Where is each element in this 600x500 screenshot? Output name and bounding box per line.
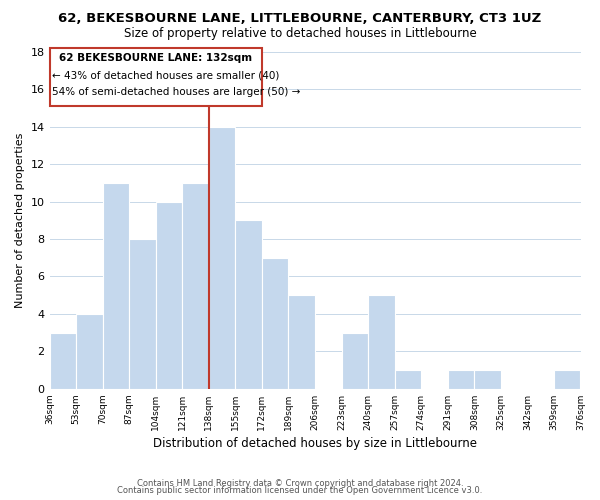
Text: Size of property relative to detached houses in Littlebourne: Size of property relative to detached ho… (124, 28, 476, 40)
Bar (368, 295, 395, 389)
Y-axis label: Number of detached properties: Number of detached properties (15, 132, 25, 308)
Text: Contains public sector information licensed under the Open Government Licence v3: Contains public sector information licen… (118, 486, 482, 495)
Bar (235, 220, 262, 389)
Bar (76, 314, 103, 389)
Bar (475, 370, 501, 389)
Bar (395, 370, 421, 389)
Bar (554, 370, 580, 389)
Text: 62, BEKESBOURNE LANE, LITTLEBOURNE, CANTERBURY, CT3 1UZ: 62, BEKESBOURNE LANE, LITTLEBOURNE, CANT… (58, 12, 542, 26)
Bar (182, 183, 209, 389)
Bar (262, 258, 289, 389)
Bar (156, 202, 182, 389)
Text: 62 BEKESBOURNE LANE: 132sqm: 62 BEKESBOURNE LANE: 132sqm (59, 52, 252, 62)
Text: Contains HM Land Registry data © Crown copyright and database right 2024.: Contains HM Land Registry data © Crown c… (137, 478, 463, 488)
Bar (103, 183, 129, 389)
Bar (129, 239, 156, 389)
Bar (289, 295, 315, 389)
FancyBboxPatch shape (50, 48, 262, 106)
Bar (209, 126, 235, 389)
Bar (448, 370, 475, 389)
Bar (341, 332, 368, 389)
Bar (50, 332, 76, 389)
X-axis label: Distribution of detached houses by size in Littlebourne: Distribution of detached houses by size … (153, 437, 477, 450)
Text: 54% of semi-detached houses are larger (50) →: 54% of semi-detached houses are larger (… (52, 88, 300, 98)
Text: ← 43% of detached houses are smaller (40): ← 43% of detached houses are smaller (40… (52, 70, 279, 81)
